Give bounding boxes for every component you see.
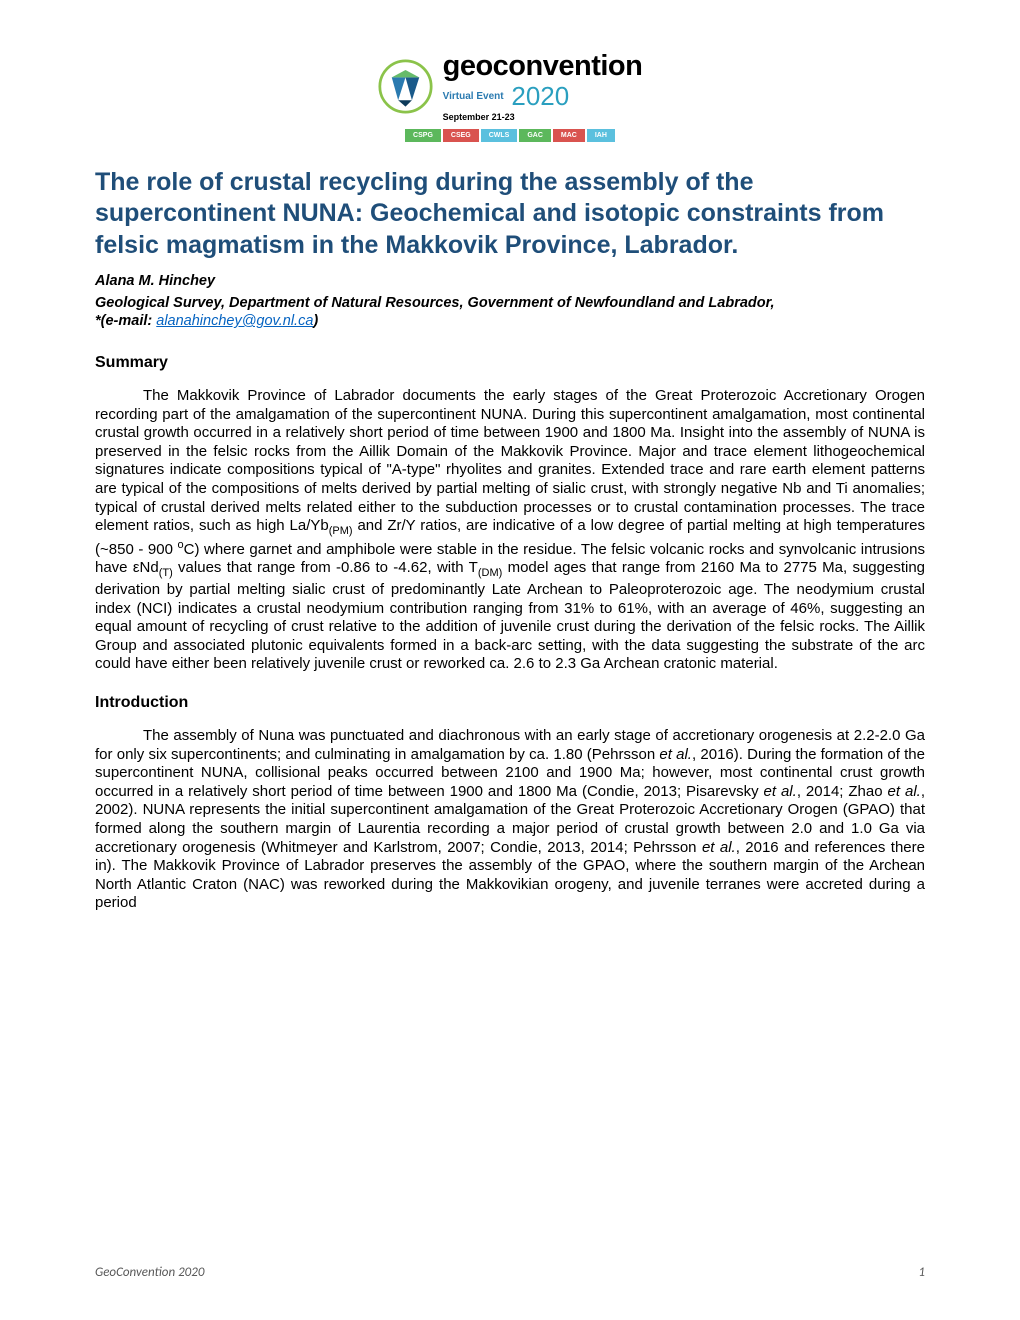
sponsor-chip: CSEG [443, 129, 479, 142]
author-name: Alana M. Hinchey [95, 273, 925, 289]
sponsor-chip: CSPG [405, 129, 441, 142]
logo-year: 2020 [511, 81, 569, 111]
sponsor-chip: IAH [587, 129, 615, 142]
introduction-body: The assembly of Nuna was punctuated and … [95, 727, 925, 913]
sponsor-chip: MAC [553, 129, 585, 142]
page-footer: GeoConvention 2020 1 [95, 1265, 925, 1280]
footer-page-number: 1 [918, 1265, 925, 1280]
paper-title: The role of crustal recycling during the… [95, 167, 925, 261]
introduction-heading: Introduction [95, 694, 925, 712]
conference-logo: geoconvention Virtual Event 2020 Septemb… [95, 50, 925, 142]
logo-brand-text: geoconvention [443, 50, 643, 83]
author-email-line: *(e-mail: alanahinchey@gov.nl.ca) [95, 313, 925, 329]
sponsor-chip: CWLS [481, 129, 518, 142]
author-affiliation: Geological Survey, Department of Natural… [95, 293, 925, 313]
sponsor-bar: CSPG CSEG CWLS GAC MAC IAH [378, 129, 643, 142]
logo-diamond-icon [378, 59, 433, 114]
footer-conference: GeoConvention 2020 [95, 1265, 204, 1280]
email-link[interactable]: alanahinchey@gov.nl.ca [156, 313, 313, 329]
summary-heading: Summary [95, 354, 925, 372]
sponsor-chip: GAC [519, 129, 551, 142]
logo-subtitle: Virtual Event 2020 September 21-23 [443, 81, 643, 123]
summary-body: The Makkovik Province of Labrador docume… [95, 387, 925, 674]
